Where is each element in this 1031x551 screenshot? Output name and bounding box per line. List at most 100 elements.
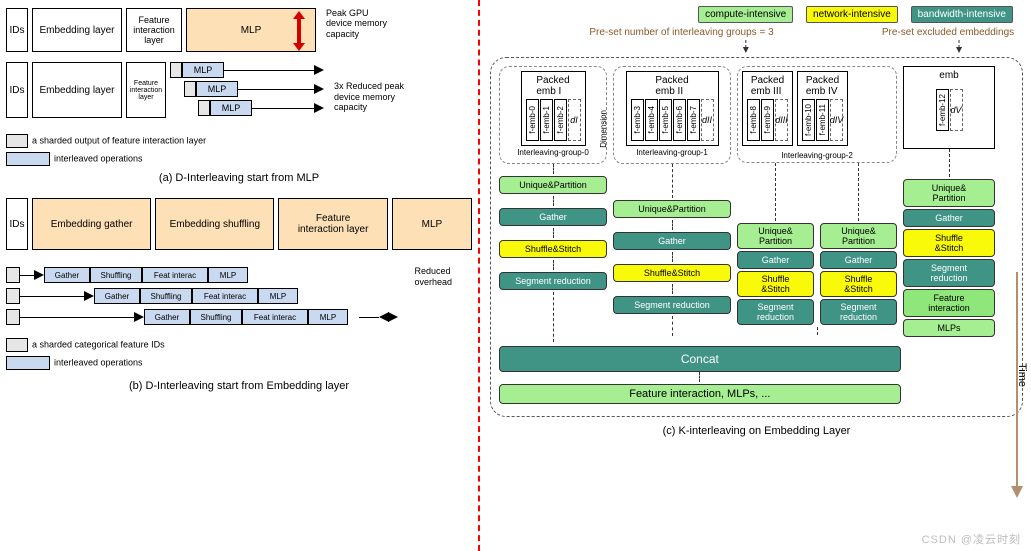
mlp-orange-2: MLP	[392, 198, 472, 250]
time-label: Time	[1016, 363, 1028, 387]
op-unique: Unique& Partition	[903, 179, 995, 207]
feature-interaction-orange: Feature interaction layer	[278, 198, 387, 250]
gather-box: Gather	[94, 288, 140, 304]
shard-icon	[6, 309, 20, 325]
watermark: CSDN @凌云时刻	[922, 531, 1021, 547]
legend-sharded2: a sharded categorical feature IDs	[32, 339, 165, 349]
outer-dashbox: Packed emb I f-emb-0 f-emb-1 f-emb-2 dI …	[490, 57, 1023, 417]
mem-arrow-icon	[289, 11, 309, 51]
dim: dI	[570, 115, 578, 125]
ig2-label: Interleaving-group-2	[738, 151, 896, 160]
arrow-icon	[314, 65, 324, 75]
femb: f-emb-7	[689, 106, 698, 134]
op-gather: Gather	[903, 209, 995, 227]
swatch-grey	[6, 338, 28, 352]
a-row2: IDs Embedding layer Feature interaction …	[6, 62, 472, 132]
femb: f-emb-5	[661, 106, 670, 134]
embedding-shuffling-box: Embedding shuffling	[155, 198, 274, 250]
op-unique: Unique& Partition	[820, 223, 897, 249]
shard-icon	[198, 100, 210, 116]
femb: f-emb-11	[818, 104, 827, 135]
op-gather: Gather	[613, 232, 731, 250]
shuffling-box: Shuffling	[90, 267, 142, 283]
shard-icon	[170, 62, 182, 78]
embedding-gather-box: Embedding gather	[32, 198, 151, 250]
packed-II: Packed emb II f-emb-3 f-emb-4 f-emb-5 f-…	[626, 71, 719, 146]
legend-interleaved2: interleaved operations	[54, 357, 143, 367]
femb: f-emb-0	[528, 106, 537, 134]
dim: dIII	[775, 115, 788, 125]
shuffling-box: Shuffling	[140, 288, 192, 304]
gather-box: Gather	[144, 309, 190, 325]
badge-network: network-intensive	[806, 6, 898, 23]
packed-IV-title: Packed emb IV	[806, 75, 839, 97]
legend-a: a sharded output of feature interaction …	[6, 134, 472, 166]
femb: f-emb-1	[542, 106, 551, 134]
mlp-orange-box: MLP	[186, 8, 316, 52]
shuffling-box: Shuffling	[190, 309, 242, 325]
feat-interac-box: Feat interac	[192, 288, 258, 304]
preset-excluded-label: Pre-set excluded embeddings	[873, 27, 1023, 38]
femb: f-emb-3	[633, 106, 642, 134]
swatch-blue	[6, 356, 50, 370]
mlp-label: MLP	[241, 25, 262, 36]
op-shuffle: Shuffle &Stitch	[737, 271, 814, 297]
dim: dII	[702, 115, 712, 125]
badge-compute: compute-intensive	[698, 6, 793, 23]
swatch-blue	[6, 152, 50, 166]
feat-interac-box: Feat interac	[142, 267, 208, 283]
ids-box: IDs	[6, 8, 28, 52]
op-shuffle: Shuffle &Stitch	[903, 229, 995, 257]
packed-III: Packed emb III f-emb-8 f-emb-9 dIII	[742, 71, 793, 146]
b-row1: IDs Embedding gather Embedding shuffling…	[6, 198, 472, 250]
feature-interaction-box2: Feature interaction layer	[126, 62, 166, 118]
arrow-icon	[314, 103, 324, 113]
femb: f-emb-6	[675, 106, 684, 134]
ids-box2: IDs	[6, 62, 28, 118]
caption-a: (a) D-Interleaving start from MLP	[6, 172, 472, 184]
shard-icon	[184, 81, 196, 97]
peak-label: Peak GPU device memory capacity	[326, 8, 387, 52]
preset-arrows-icon	[490, 40, 1023, 54]
op-gather: Gather	[737, 251, 814, 269]
right-panel: compute-intensive network-intensive band…	[480, 0, 1031, 551]
op-shuffle: Shuffle&Stitch	[613, 264, 731, 282]
shard-icon	[6, 267, 20, 283]
op-shuffle: Shuffle &Stitch	[820, 271, 897, 297]
op-mlps: MLPs	[903, 319, 995, 337]
dim: dIV	[830, 115, 844, 125]
group0: Packed emb I f-emb-0 f-emb-1 f-emb-2 dI …	[499, 66, 607, 164]
op-unique: Unique& Partition	[737, 223, 814, 249]
caption-c: (c) K-interleaving on Embedding Layer	[490, 425, 1023, 437]
arrow-icon	[314, 84, 324, 94]
op-segred: Segment reduction	[499, 272, 607, 290]
left-panel: IDs Embedding layer Feature interaction …	[0, 0, 480, 551]
femb: f-emb-2	[556, 106, 565, 134]
embedding-layer-box: Embedding layer	[32, 8, 122, 52]
op-gather: Gather	[820, 251, 897, 269]
reduced-peak-label: 3x Reduced peak device memory capacity	[334, 81, 404, 112]
femb: f-emb-12	[938, 94, 947, 126]
group2: Packed emb III f-emb-8 f-emb-9 dIII Pack…	[737, 66, 897, 163]
legend-b: a sharded categorical feature IDs interl…	[6, 338, 472, 370]
op-segred: Segment reduction	[820, 299, 897, 325]
op-segred: Segment reduction	[737, 299, 814, 325]
ig1-label: Interleaving-group-1	[636, 148, 708, 157]
concat-box: Concat	[499, 346, 901, 372]
dimension-label: Dimension	[599, 110, 608, 148]
legend-sharded: a sharded output of feature interaction …	[32, 135, 206, 145]
group1: Packed emb II f-emb-3 f-emb-4 f-emb-5 f-…	[613, 66, 731, 164]
femb: f-emb-4	[647, 106, 656, 134]
femb: f-emb-9	[763, 106, 772, 134]
op-segred: Segment reduction	[613, 296, 731, 314]
preset-groups-label: Pre-set number of interleaving groups = …	[490, 27, 873, 38]
packed-III-title: Packed emb III	[751, 75, 784, 97]
packed-I: Packed emb I f-emb-0 f-emb-1 f-emb-2 dI	[521, 71, 586, 146]
mlp-blue-3: MLP	[210, 100, 252, 116]
femb: f-emb-8	[749, 106, 758, 134]
mlp-blue-box: MLP	[258, 288, 298, 304]
feature-interaction-box: Feature interaction layer	[126, 8, 182, 52]
b-staircase: Gather Shuffling Feat interac MLP Gather…	[6, 266, 472, 326]
final-box: Feature interaction, MLPs, ...	[499, 384, 901, 404]
ig0-label: Interleaving-group-0	[517, 148, 589, 157]
